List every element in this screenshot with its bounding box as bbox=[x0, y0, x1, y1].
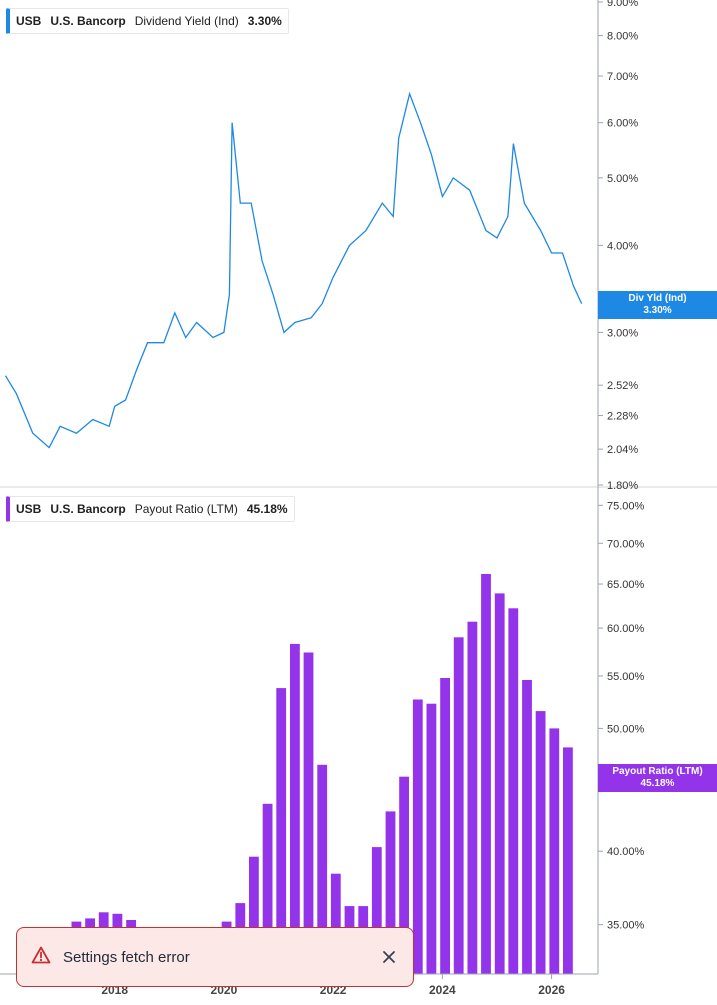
y-tick-label: 35.00% bbox=[607, 920, 645, 932]
y-tick-label: 75.00% bbox=[607, 500, 645, 512]
payout-ratio-bar bbox=[467, 621, 478, 974]
tag-value: 45.18% bbox=[640, 778, 675, 789]
y-ticks-top: 9.00% 8.00% 7.00% 6.00% 5.00% 4.00% 3.00% 2.52%… bbox=[598, 0, 638, 492]
y-tick-label: 60.00% bbox=[607, 623, 645, 635]
payout-ratio-bar bbox=[508, 608, 519, 974]
y-tick-label: 1.80% bbox=[607, 480, 638, 492]
div-yield-value-tag: Div Yld (Ind) 3.30% bbox=[598, 291, 717, 319]
payout-ratio-bar bbox=[535, 711, 546, 974]
y-tick-label: 2.04% bbox=[607, 444, 638, 456]
warning-triangle-icon bbox=[31, 946, 51, 969]
legend-current-value: 45.18% bbox=[246, 502, 288, 516]
legend-metric: Payout Ratio (LTM) bbox=[134, 502, 238, 516]
y-tick-label: 40.00% bbox=[607, 846, 645, 858]
legend-metric: Dividend Yield (Ind) bbox=[134, 14, 239, 28]
y-ticks-bottom: 75.00% 70.00% 65.00% 60.00% 55.00% 50.00% 40.0… bbox=[598, 500, 645, 932]
payout-ratio-bar bbox=[330, 873, 341, 974]
tag-label: Div Yld (Ind) bbox=[628, 293, 687, 304]
payout-ratio-bar bbox=[453, 637, 464, 974]
y-tick-label: 50.00% bbox=[607, 723, 645, 735]
payout-ratio-bar bbox=[249, 856, 259, 974]
legend-current-value: 3.30% bbox=[247, 14, 282, 28]
x-tick-label: 2026 bbox=[538, 983, 565, 997]
y-tick-label: 6.00% bbox=[607, 118, 638, 130]
dividend-yield-legend[interactable]: USB U.S. Bancorp Dividend Yield (Ind) 3.… bbox=[6, 8, 289, 34]
payout-ratio-bar bbox=[549, 728, 560, 974]
tag-value: 3.30% bbox=[643, 305, 672, 316]
legend-ticker: USB bbox=[16, 502, 42, 516]
y-tick-label: 65.00% bbox=[607, 579, 645, 591]
payout-ratio-bar bbox=[303, 652, 314, 974]
payout-ratio-bar bbox=[276, 688, 287, 974]
toast-message: Settings fetch error bbox=[63, 948, 190, 966]
close-icon[interactable] bbox=[379, 947, 399, 967]
y-tick-label: 4.00% bbox=[607, 240, 638, 252]
x-tick-label: 2024 bbox=[429, 983, 456, 997]
y-tick-label: 3.00% bbox=[607, 327, 638, 339]
y-tick-label: 5.00% bbox=[607, 173, 638, 185]
payout-ratio-bar bbox=[412, 699, 423, 974]
payout-ratio-bar bbox=[290, 643, 300, 974]
payout-ratio-bar bbox=[399, 776, 409, 974]
payout-ratio-value-tag: Payout Ratio (LTM) 45.18% bbox=[598, 764, 717, 792]
payout-ratio-legend[interactable]: USB U.S. Bancorp Payout Ratio (LTM) 45.1… bbox=[6, 496, 295, 522]
y-tick-label: 9.00% bbox=[607, 0, 638, 9]
y-tick-label: 2.28% bbox=[607, 410, 638, 422]
legend-company: U.S. Bancorp bbox=[50, 502, 126, 516]
dividend-yield-panel bbox=[4, 91, 583, 449]
y-tick-label: 70.00% bbox=[607, 538, 645, 550]
payout-ratio-bar bbox=[563, 747, 573, 974]
payout-ratio-bar bbox=[481, 574, 491, 974]
payout-ratio-bar bbox=[317, 764, 328, 974]
payout-ratio-bar bbox=[262, 803, 273, 974]
payout-ratio-bar bbox=[440, 678, 450, 974]
y-tick-label: 2.52% bbox=[607, 380, 638, 392]
dividend-yield-line bbox=[4, 91, 583, 449]
error-toast: Settings fetch error bbox=[16, 927, 414, 987]
payout-ratio-bar bbox=[371, 847, 382, 974]
y-tick-label: 7.00% bbox=[607, 71, 638, 83]
tag-label: Payout Ratio (LTM) bbox=[612, 766, 703, 777]
payout-ratio-bar bbox=[522, 680, 532, 974]
legend-ticker: USB bbox=[16, 14, 42, 28]
legend-company: U.S. Bancorp bbox=[50, 14, 126, 28]
y-tick-label: 8.00% bbox=[607, 31, 638, 43]
y-tick-label: 55.00% bbox=[607, 671, 645, 683]
payout-ratio-panel bbox=[44, 574, 573, 974]
payout-ratio-bar bbox=[494, 593, 505, 974]
payout-ratio-bar bbox=[385, 811, 396, 974]
payout-ratio-bar bbox=[426, 703, 437, 974]
